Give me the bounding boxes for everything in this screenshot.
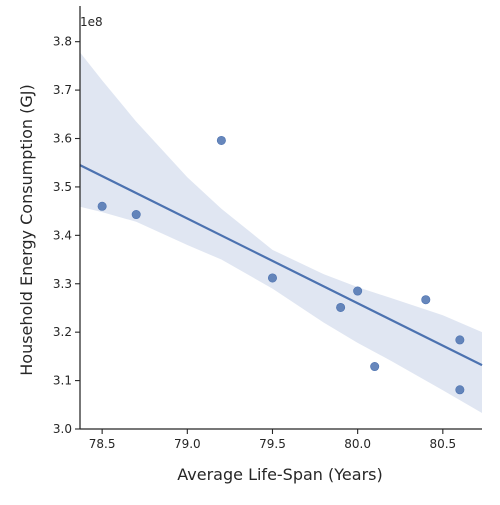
data-point — [455, 335, 465, 345]
y-axis-label: Household Energy Consumption (GJ) — [17, 84, 36, 376]
regression-line — [79, 164, 483, 367]
data-point — [421, 295, 431, 305]
x-tick-label: 79.0 — [174, 437, 201, 451]
data-point — [97, 201, 107, 211]
y-tick-label: 3.3 — [53, 277, 72, 291]
data-point — [353, 286, 363, 296]
y-tick-label: 3.5 — [53, 180, 72, 194]
y-tick-label: 3.2 — [53, 325, 72, 339]
x-tick-label: 80.5 — [429, 437, 456, 451]
y-tick-label: 3.4 — [53, 228, 72, 242]
data-point — [336, 302, 346, 312]
y-tick-label: 3.6 — [53, 132, 72, 146]
y-tick-label: 3.1 — [53, 374, 72, 388]
x-tick-label: 80.0 — [344, 437, 371, 451]
axes-layer: 78.5 79.0 79.5 80.0 80.5 3.0 3.1 3.2 3.3 3.4 3.5 3.… — [53, 6, 482, 451]
x-tick-label: 79.5 — [259, 437, 286, 451]
confidence-band-layer — [80, 52, 482, 414]
data-point — [455, 385, 465, 395]
data-points-layer — [97, 135, 465, 395]
regression-line-layer — [79, 164, 483, 367]
data-point — [216, 135, 226, 145]
y-tick-label: 3.8 — [53, 35, 72, 49]
y-tick-label: 3.0 — [53, 422, 72, 436]
confidence-band — [80, 52, 482, 414]
y-tick-label: 3.7 — [53, 83, 72, 97]
data-point — [370, 362, 380, 372]
data-point — [131, 210, 141, 220]
x-tick-label: 78.5 — [89, 437, 116, 451]
y-offset-label: 1e8 — [80, 15, 103, 29]
x-axis-label: Average Life-Span (Years) — [177, 465, 382, 484]
data-point — [267, 273, 277, 283]
